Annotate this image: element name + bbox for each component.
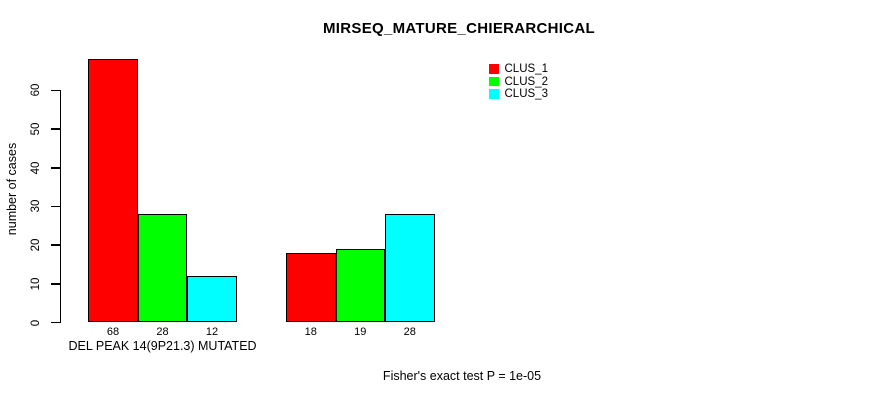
legend-item-clus-3: CLUS_3 bbox=[489, 88, 548, 100]
bar-clus_3-g2 bbox=[385, 214, 435, 323]
legend-label-clus-1: CLUS_1 bbox=[504, 63, 548, 76]
legend-label-clus-2: CLUS_2 bbox=[504, 75, 548, 88]
y-axis-tick bbox=[50, 205, 60, 208]
bar-clus_1-g1 bbox=[88, 59, 138, 323]
chart-title: MIRSEQ_MATURE_CHIERARCHICAL bbox=[323, 20, 595, 37]
y-axis-tick bbox=[50, 283, 60, 285]
y-axis-tick-label: 10 bbox=[30, 277, 42, 291]
bar-clus_2-g1 bbox=[137, 214, 188, 323]
x-group-label: DEL PEAK 14(9P21.3) MUTATED bbox=[68, 339, 257, 353]
y-axis-line bbox=[59, 89, 61, 324]
y-axis-tick-label: 60 bbox=[30, 84, 42, 97]
legend-swatch-clus-2-icon bbox=[489, 76, 499, 87]
bar-value-label: 19 bbox=[354, 325, 367, 338]
bar-value-label: 28 bbox=[403, 325, 416, 338]
footnote-fisher-test: Fisher's exact test P = 1e-05 bbox=[382, 369, 542, 383]
bar-value-label: 28 bbox=[156, 325, 169, 338]
y-axis-tick bbox=[50, 167, 60, 169]
legend-swatch-clus-3-icon bbox=[489, 89, 499, 99]
bar-clus_2-g2 bbox=[335, 249, 385, 323]
y-axis-tick-label: 50 bbox=[30, 122, 42, 136]
y-axis-tick-label: 0 bbox=[30, 319, 42, 326]
y-axis-tick-label: 40 bbox=[30, 161, 42, 175]
y-axis-tick-label: 30 bbox=[30, 200, 42, 213]
y-axis-tick bbox=[50, 244, 60, 246]
bar-value-label: 12 bbox=[205, 325, 219, 338]
y-axis-tick bbox=[50, 128, 60, 130]
bar-clus_3-g1 bbox=[187, 276, 237, 323]
legend-item-clus-1: CLUS_1 bbox=[489, 63, 548, 75]
y-axis-tick bbox=[50, 321, 60, 324]
legend-item-clus-2: CLUS_2 bbox=[489, 75, 548, 88]
legend: CLUS_1 CLUS_2 CLUS_3 bbox=[489, 63, 548, 100]
legend-swatch-clus-1-icon bbox=[489, 64, 499, 74]
bar-value-label: 18 bbox=[304, 325, 317, 338]
bar-clus_1-g2 bbox=[286, 252, 336, 323]
legend-label-clus-3: CLUS_3 bbox=[504, 87, 548, 100]
bar-value-label: 68 bbox=[106, 325, 120, 338]
y-axis-tick-label: 20 bbox=[30, 238, 42, 252]
y-axis-tick bbox=[50, 89, 60, 92]
